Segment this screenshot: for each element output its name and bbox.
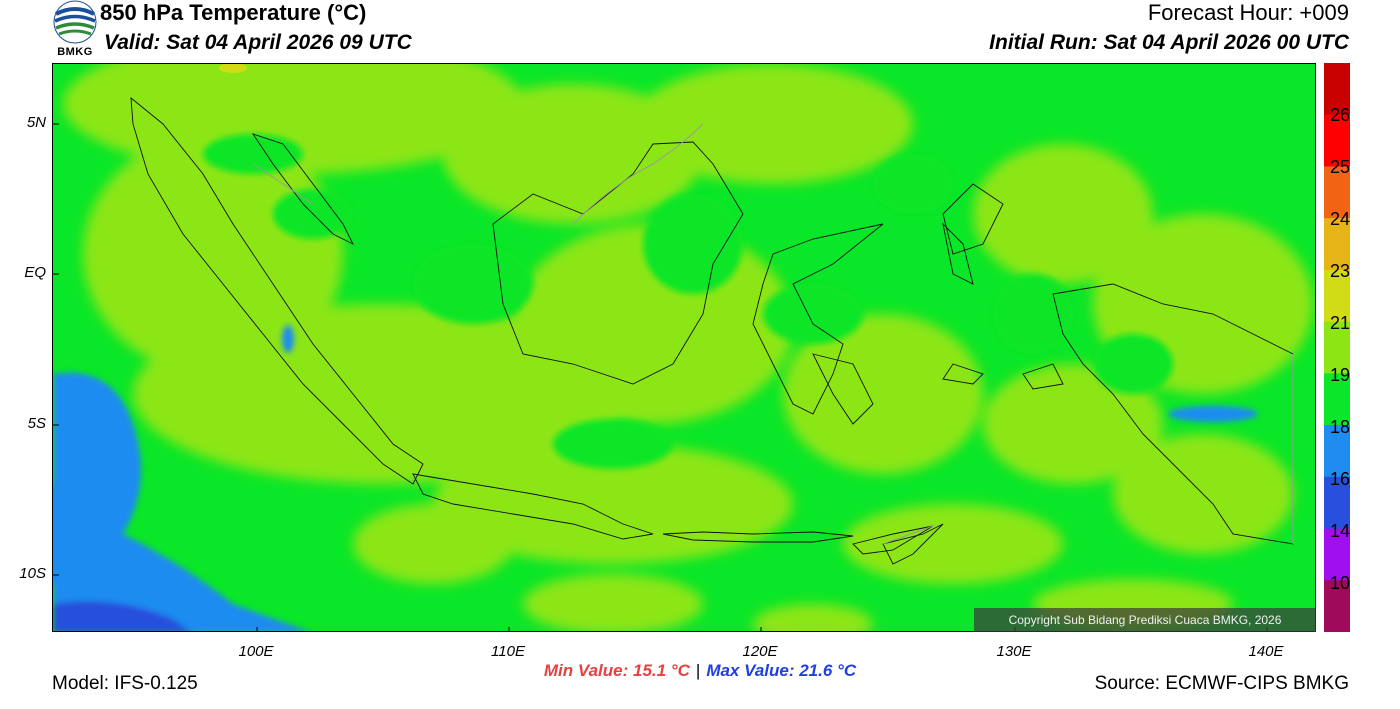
colorbar-label-14: 14 bbox=[1330, 521, 1351, 541]
lon-label-120e: 120E bbox=[742, 643, 778, 660]
bmkg-logo-icon bbox=[53, 0, 97, 44]
colorbar-swatch bbox=[1324, 218, 1350, 271]
colorbar-swatch bbox=[1324, 114, 1350, 167]
temperature-field bbox=[53, 64, 1315, 631]
lat-label-5n: 5N bbox=[26, 114, 46, 131]
lon-label-110e: 110E bbox=[491, 643, 525, 660]
temperature-map bbox=[52, 63, 1316, 632]
colorbar-swatch bbox=[1324, 528, 1350, 581]
colorbar-label-16: 16 bbox=[1330, 469, 1351, 489]
lat-label-5s: 5S bbox=[27, 415, 46, 432]
colorbar-swatch bbox=[1324, 476, 1350, 530]
colorbar-swatch bbox=[1324, 166, 1350, 219]
initial-run: Initial Run: Sat 04 April 2026 00 UTC bbox=[989, 31, 1349, 54]
colorbar-label-25: 25 bbox=[1330, 157, 1351, 177]
logo-text: BMKG bbox=[57, 46, 93, 58]
source-info: Source: ECMWF-CIPS BMKG bbox=[1094, 673, 1349, 694]
colorbar-label-24: 24 bbox=[1330, 209, 1351, 229]
min-max-separator: | bbox=[695, 661, 701, 680]
forecast-hour: Forecast Hour: +009 bbox=[1147, 0, 1349, 25]
colorbar-swatch bbox=[1324, 269, 1350, 323]
colorbar-swatch bbox=[1324, 321, 1350, 374]
field-cool-areas bbox=[53, 325, 1258, 631]
colorbar-swatch bbox=[1324, 580, 1350, 633]
colorbar-label-18: 18 bbox=[1330, 417, 1351, 437]
colorbar-swatch bbox=[1324, 425, 1350, 478]
colorbar-label-10: 10 bbox=[1330, 573, 1351, 593]
min-value: Min Value: 15.1 °C bbox=[543, 661, 690, 680]
colorbar-label-26: 26 bbox=[1330, 105, 1351, 125]
min-max-values: Min Value: 15.1 °C | Max Value: 21.6 °C bbox=[0, 661, 1400, 681]
coastlines bbox=[130, 96, 1294, 565]
colorbar-label-23: 23 bbox=[1330, 261, 1351, 281]
map-title: 850 hPa Temperature (°C) bbox=[100, 0, 367, 25]
colorbar-swatches bbox=[1324, 63, 1350, 633]
lon-label-130e: 130E bbox=[996, 643, 1032, 660]
bmkg-logo: BMKG bbox=[52, 0, 98, 62]
colorbar-label-21: 21 bbox=[1330, 313, 1351, 333]
valid-time: Valid: Sat 04 April 2026 09 UTC bbox=[104, 31, 412, 54]
lon-label-100e: 100E bbox=[238, 643, 274, 660]
field-mid-patches bbox=[203, 134, 1173, 469]
borders bbox=[252, 123, 1294, 545]
colorbar bbox=[1324, 63, 1350, 633]
colorbar-label-19: 19 bbox=[1330, 365, 1351, 385]
lat-label-10s: 10S bbox=[19, 565, 46, 582]
copyright-notice: Copyright Sub Bidang Prediksi Cuaca BMKG… bbox=[974, 608, 1316, 632]
max-value: Max Value: 21.6 °C bbox=[706, 661, 857, 680]
field-hot-spot bbox=[219, 64, 247, 73]
colorbar-swatch bbox=[1324, 373, 1350, 426]
lon-label-140e: 140E bbox=[1248, 643, 1284, 660]
colorbar-swatch bbox=[1324, 63, 1350, 116]
lat-label-eq: EQ bbox=[24, 264, 46, 281]
model-info: Model: IFS-0.125 bbox=[52, 673, 198, 694]
